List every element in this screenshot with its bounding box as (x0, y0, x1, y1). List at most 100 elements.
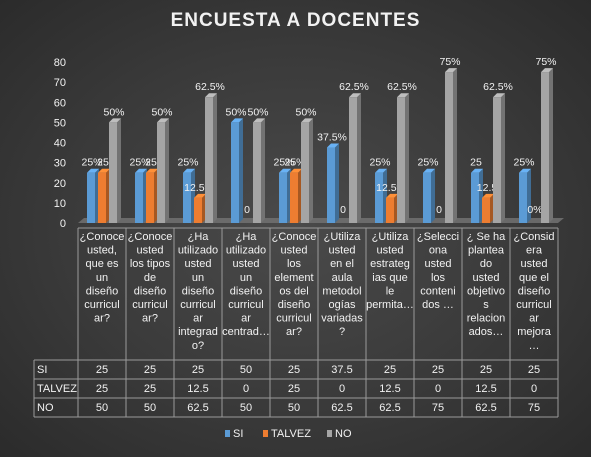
bar-si (87, 172, 95, 223)
table-cell: 25 (480, 364, 492, 376)
data-label-no: 50% (295, 106, 316, 118)
category-label: dos … (422, 299, 454, 311)
category-label: ar (529, 313, 539, 325)
table-cell: 50 (240, 402, 252, 414)
table-cell: 25 (144, 383, 156, 395)
bar-top-si (183, 168, 195, 173)
data-label-no: 62.5% (483, 81, 513, 93)
category-label: do (480, 258, 492, 270)
category-label: ¿Selecci (417, 231, 459, 243)
bar-si (279, 172, 287, 223)
category-label: usted (281, 245, 308, 257)
bar-top-si (279, 168, 291, 173)
bar-talvez (482, 197, 490, 223)
category-label: curricul (228, 299, 263, 311)
bar-side-no (213, 93, 217, 223)
category-label: curricul (180, 299, 215, 311)
category-label: le (386, 285, 395, 297)
bar-top-si (423, 168, 435, 173)
bar-no (349, 97, 357, 223)
y-tick-label: 30 (54, 158, 66, 170)
category-label: ¿Ha (188, 231, 210, 243)
category-label: o? (192, 340, 204, 352)
category-label: ona (429, 245, 448, 257)
data-label-no: 62.5% (195, 81, 225, 93)
data-label-talvez: 25 (145, 157, 157, 169)
y-tick-label: 20 (54, 178, 66, 190)
category-label: metodol (322, 285, 361, 297)
bar-side-no (549, 68, 553, 223)
bar-talvez (98, 172, 106, 223)
bar-side-no (357, 93, 361, 223)
category-label: ar? (142, 313, 158, 325)
category-label: de (144, 272, 156, 284)
bar-si (183, 172, 191, 223)
bar-talvez (146, 172, 154, 223)
data-label-talvez: 12.5 (477, 182, 498, 194)
category-label: un (96, 272, 108, 284)
data-label-si: 25 (470, 157, 482, 169)
category-label: relacion (467, 313, 506, 325)
table-cell: 0 (435, 383, 441, 395)
category-label: era (526, 245, 543, 257)
data-label-talvez: 0% (527, 204, 542, 216)
category-label: usted (473, 272, 500, 284)
table-cell: 50 (240, 364, 252, 376)
category-label: usted (137, 245, 164, 257)
category-label: ¿Conoce (272, 231, 317, 243)
data-label-no: 75% (439, 56, 460, 68)
bar-top-talvez (482, 193, 494, 198)
table-cell: 62.5 (331, 402, 352, 414)
bar-top-no (541, 68, 553, 73)
table-cell: 12.5 (379, 383, 400, 395)
bar-side-si (239, 118, 243, 223)
bar-side-no (309, 118, 313, 223)
table-cell: 25 (288, 364, 300, 376)
category-label: ados… (469, 326, 504, 338)
bar-top-si (87, 168, 99, 173)
category-label: ¿Ha (236, 231, 258, 243)
category-label: variadas (321, 313, 363, 325)
legend-swatch-talvez (263, 430, 268, 437)
category-label: usted (425, 258, 452, 270)
category-label: curricul (276, 313, 311, 325)
category-label: un (240, 272, 252, 284)
table-cell: 75 (528, 402, 540, 414)
bar-no (445, 72, 453, 223)
data-label-talvez: 0 (244, 204, 250, 216)
data-label-no: 62.5% (339, 81, 369, 93)
bar-top-talvez (290, 168, 302, 173)
table-cell: 0 (339, 383, 345, 395)
data-label-si: 37.5% (317, 132, 347, 144)
data-label-no: 62.5% (387, 81, 417, 93)
category-label: ¿ Se ha (467, 231, 506, 243)
bar-side-si (431, 168, 435, 223)
data-label-no: 75% (535, 56, 556, 68)
y-tick-label: 10 (54, 198, 66, 210)
category-label: usted (521, 258, 548, 270)
category-label: ¿Utiliza (372, 231, 410, 243)
bar-side-no (261, 118, 265, 223)
table-row-label: TALVEZ (37, 383, 77, 395)
bar-top-no (445, 68, 457, 73)
category-label: usted, (87, 245, 117, 257)
category-label: ¿Consid (514, 231, 555, 243)
category-label: permita… (366, 299, 414, 311)
table-cell: 50 (144, 402, 156, 414)
category-label: ar (241, 313, 251, 325)
bar-talvez (290, 172, 298, 223)
y-tick-label: 40 (54, 138, 66, 150)
y-tick-label: 60 (54, 97, 66, 109)
bar-top-si (231, 118, 243, 123)
data-label-talvez: 25% (284, 157, 305, 169)
data-label-no: 50% (151, 106, 172, 118)
category-label: s (483, 299, 489, 311)
category-label: ¿Utiliza (324, 231, 362, 243)
category-label: ? (339, 326, 345, 338)
y-tick-label: 0 (60, 218, 66, 230)
bar-si (231, 122, 239, 223)
category-label: objetivo (467, 285, 505, 297)
category-label: diseño (134, 285, 166, 297)
category-label: curricul (84, 299, 119, 311)
